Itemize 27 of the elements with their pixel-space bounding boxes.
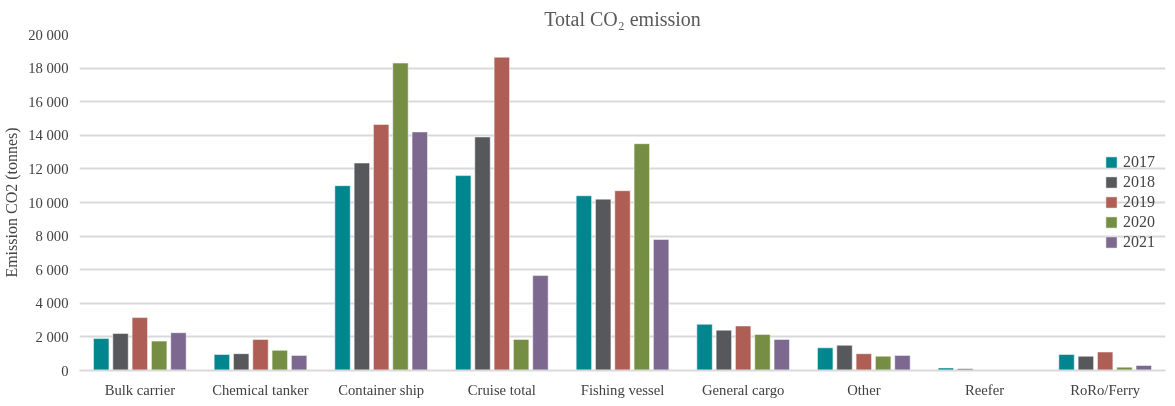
x-tick-label: Container ship: [338, 381, 425, 398]
legend-label: 2020: [1123, 213, 1155, 231]
y-tick-label: 10 000: [28, 194, 69, 211]
x-tick-label: Fishing vessel: [580, 381, 665, 398]
y-tick-label: 16 000: [28, 93, 69, 110]
legend-label: 2019: [1123, 193, 1155, 211]
y-tick-label: 18 000: [28, 60, 69, 77]
x-tick-label: Reefer: [964, 381, 1005, 398]
y-tick-label: 4 000: [35, 295, 69, 312]
x-tick-label: Bulk carrier: [104, 381, 176, 398]
x-tick-label: Cruise total: [467, 381, 536, 398]
x-tick-label: RoRo/Ferry: [1070, 381, 1141, 398]
legend-label: 2017: [1123, 153, 1155, 171]
y-tick-label: 0: [61, 362, 69, 379]
y-tick-label: 6 000: [35, 261, 69, 278]
legend-label: 2018: [1123, 173, 1155, 191]
x-tick-label: Other: [847, 381, 881, 398]
y-tick-label: 2 000: [35, 328, 69, 345]
y-axis-title: Emission CO2 (tonnes): [3, 127, 22, 278]
chart-title: Total CO₂ emission: [544, 7, 701, 30]
x-tick-label: Chemical tanker: [212, 381, 309, 398]
y-tick-label: 8 000: [35, 228, 69, 245]
y-tick-label: 14 000: [28, 127, 69, 144]
x-tick-label: General cargo: [702, 381, 785, 398]
legend-label: 2021: [1123, 233, 1155, 251]
y-tick-label: 12 000: [28, 160, 69, 177]
y-tick-label: 20 000: [28, 26, 69, 43]
